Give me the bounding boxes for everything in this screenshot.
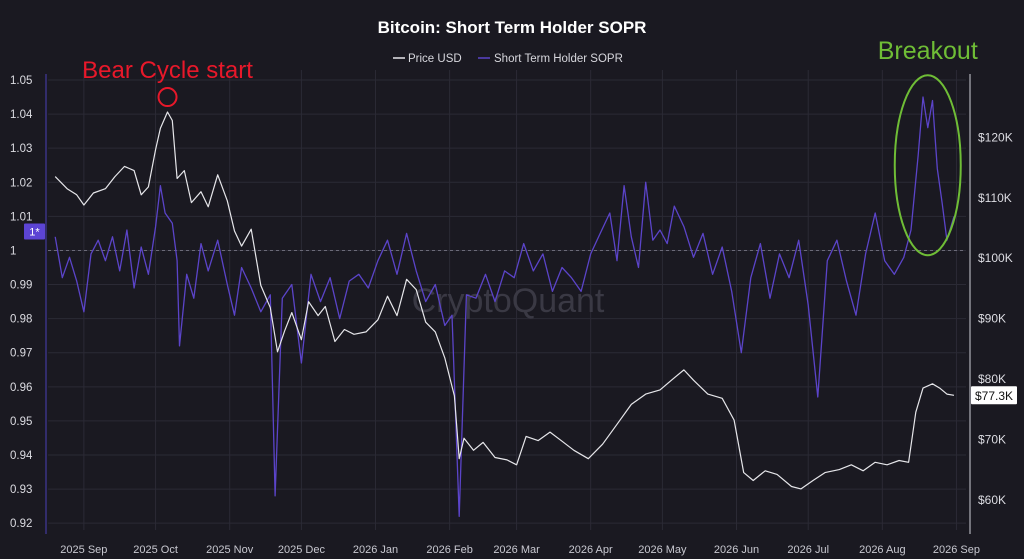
series-line-sopr (54, 96, 955, 518)
left-tick-label: 0.93 (10, 484, 32, 496)
chart-title: Bitcoin: Short Term Holder SOPR (378, 18, 647, 37)
right-tick-label: $80K (978, 372, 1006, 386)
sopr-marker-badge: 1* (24, 223, 45, 240)
current-price-label: $77.3K (975, 389, 1013, 403)
left-tick-label: 0.96 (10, 382, 32, 394)
bear-cycle-circle (157, 87, 178, 108)
right-tick-label: $110K (978, 191, 1012, 205)
breakout-ellipse (893, 74, 962, 257)
left-tick-label: 1.05 (10, 75, 32, 87)
x-tick-label: 2025 Oct (133, 544, 178, 556)
x-tick-label: 2025 Dec (278, 544, 326, 556)
x-tick-label: 2025 Nov (206, 544, 254, 556)
left-tick-label: 1.04 (10, 109, 33, 121)
legend-label-price[interactable]: Price USD (408, 53, 462, 65)
x-tick-label: 2026 Mar (493, 544, 540, 556)
x-tick-label: 2026 Jun (714, 544, 759, 556)
x-tick-label: 2026 May (638, 544, 687, 556)
left-tick-label: 1.02 (10, 177, 32, 189)
legend-label-sopr[interactable]: Short Term Holder SOPR (494, 53, 623, 65)
right-tick-label: $120K (978, 130, 1013, 144)
left-tick-label: 0.92 (10, 518, 32, 530)
x-tick-label: 2026 Feb (426, 544, 472, 556)
left-tick-label: 1 (10, 245, 16, 257)
current-price-badge: $77.3K (971, 386, 1017, 405)
legend: Price USD Short Term Holder SOPR (393, 53, 623, 65)
left-tick-label: 1.01 (10, 211, 32, 223)
left-tick-label: 0.97 (10, 348, 32, 360)
watermark: CryptoQuant (412, 282, 605, 320)
grid (48, 70, 966, 530)
right-tick-label: $90K (978, 312, 1006, 326)
left-tick-label: 0.98 (10, 314, 32, 326)
breakout-label: Breakout (878, 37, 978, 65)
x-tick-label: 2026 Apr (569, 544, 613, 556)
x-tick-label: 2025 Sep (60, 544, 107, 556)
bear-cycle-label: Bear Cycle start (82, 57, 253, 84)
axes: 0.92 0.93 0.94 0.95 0.96 0.97 0.98 0.99 1 1.01 1.0… (10, 74, 1017, 556)
left-tick-label: 0.99 (10, 280, 32, 292)
x-tick-label: 2026 Aug (859, 544, 906, 556)
right-tick-label: $60K (978, 493, 1006, 507)
sopr-marker-label: 1* (29, 226, 40, 238)
right-tick-label: $100K (978, 251, 1013, 265)
series-line-price (54, 111, 955, 490)
annotations: Bear Cycle start Breakout (82, 37, 978, 257)
left-tick-label: 1.03 (10, 143, 32, 155)
right-tick-label: $70K (978, 432, 1006, 446)
x-tick-label: 2026 Sep (933, 544, 980, 556)
series-layer (54, 96, 955, 518)
x-tick-label: 2026 Jan (353, 544, 398, 556)
left-tick-label: 0.94 (10, 450, 33, 462)
left-tick-label: 0.95 (10, 416, 32, 428)
x-tick-label: 2026 Jul (787, 544, 829, 556)
